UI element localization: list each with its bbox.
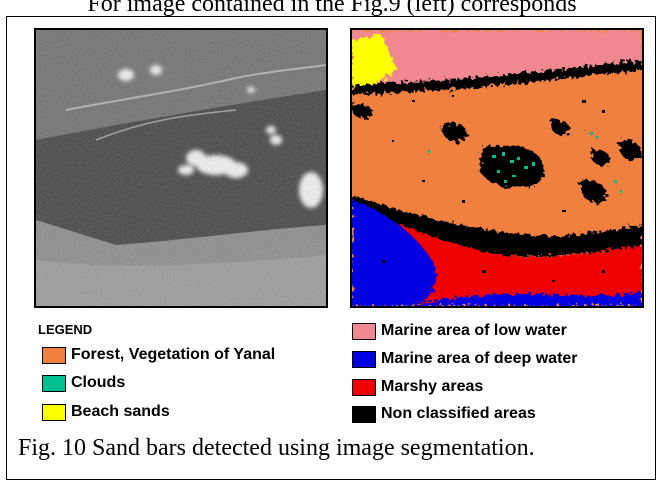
legend-item-clouds: Clouds — [42, 374, 125, 392]
legend-swatch — [42, 403, 66, 421]
legend-item-marine-low-water: Marine area of low water — [352, 322, 567, 340]
legend-label: Marine area of low water — [381, 322, 567, 339]
legend-item-marshy-areas: Marshy areas — [352, 378, 483, 396]
legend-title: LEGEND — [38, 322, 93, 337]
top-caption-fragment: For image contained in the Fig.9 (left) … — [87, 0, 577, 17]
legend-swatch — [352, 405, 376, 423]
legend-swatch — [352, 350, 376, 368]
figure-frame — [6, 16, 656, 480]
legend-swatch — [42, 374, 66, 392]
legend-label: Beach sands — [71, 403, 170, 420]
legend-item-non-classified: Non classified areas — [352, 405, 536, 423]
legend-swatch — [352, 322, 376, 340]
legend-label: Marine area of deep water — [381, 350, 578, 367]
legend-item-marine-deep-water: Marine area of deep water — [352, 350, 578, 368]
legend-item-forest: Forest, Vegetation of Yanal — [42, 346, 275, 364]
grayscale-satellite-image — [34, 28, 328, 308]
legend-label: Non classified areas — [381, 405, 536, 422]
legend-swatch — [42, 346, 66, 364]
classified-segmentation-map — [350, 28, 644, 308]
figure-caption: Fig. 10 Sand bars detected using image s… — [18, 435, 535, 461]
legend-label: Clouds — [71, 374, 126, 391]
legend-item-beach-sands: Beach sands — [42, 403, 170, 421]
legend-swatch — [352, 378, 376, 396]
legend-label: Marshy areas — [381, 378, 484, 395]
legend-label: Forest, Vegetation of Yanal — [71, 346, 276, 363]
